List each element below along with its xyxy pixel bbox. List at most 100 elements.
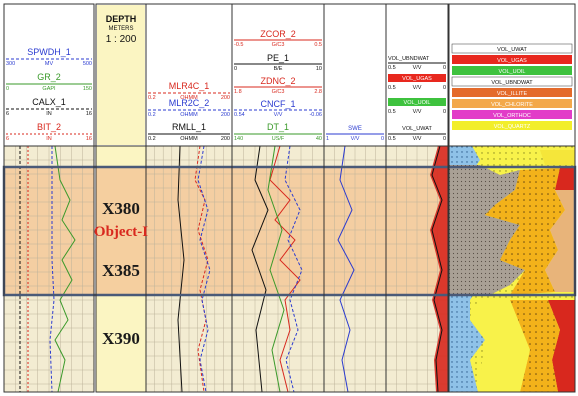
svg-text:VOL_UWAT: VOL_UWAT [497, 47, 527, 53]
mlr2c-curve [197, 145, 211, 393]
mlr4c-curve [194, 145, 209, 393]
zone-highlight [4, 167, 448, 295]
rmll-curve [177, 145, 185, 393]
svg-text:V/V: V/V [413, 85, 422, 91]
svg-text:0: 0 [443, 85, 446, 91]
vol-ugas-label: VOL_UGAS [402, 76, 432, 82]
svg-text:OHMM: OHMM [180, 136, 198, 142]
track2-curves [177, 145, 211, 393]
svg-text:V/V: V/V [274, 112, 283, 118]
track3-curves [251, 145, 303, 393]
track3-header: ZCOR_2 -0.5 G/C3 0.5 PE_1 0 B/E 10 ZDNC_… [234, 29, 322, 142]
mlr2c-label: MLR2C_2 [169, 98, 210, 108]
svg-text:150: 150 [83, 86, 92, 92]
depth-label-x380: X380 [102, 199, 140, 218]
svg-text:0.5: 0.5 [388, 109, 396, 115]
svg-text:0.2: 0.2 [148, 95, 156, 101]
swe-curve [337, 145, 355, 393]
svg-text:V/V: V/V [351, 136, 360, 142]
svg-text:0: 0 [443, 109, 446, 115]
svg-text:200: 200 [221, 95, 230, 101]
mlr4c-label: MLR4C_1 [169, 81, 210, 91]
lithology-fill [449, 146, 575, 392]
svg-text:500: 500 [83, 61, 92, 67]
swe-label: SWE [348, 126, 362, 132]
zdnc-label: ZDNC_2 [260, 76, 295, 86]
svg-text:300: 300 [6, 61, 15, 67]
depth-header-bg [97, 5, 145, 145]
svg-text:200: 200 [221, 112, 230, 118]
svg-text:0.2: 0.2 [148, 112, 156, 118]
svg-text:200: 200 [221, 136, 230, 142]
depth-title: DEPTH [106, 14, 137, 24]
svg-text:VOL_UBNDWAT: VOL_UBNDWAT [491, 80, 533, 86]
svg-text:OHMM: OHMM [180, 112, 198, 118]
calx-label: CALX_1 [32, 97, 66, 107]
gr-curve [54, 145, 76, 393]
svg-text:-0.06: -0.06 [309, 112, 322, 118]
svg-text:0.5: 0.5 [388, 65, 396, 71]
gr-label: GR_2 [37, 72, 61, 82]
track1-curves [19, 145, 76, 393]
track5-fill [430, 146, 448, 392]
dt-label: DT_1 [267, 122, 289, 132]
svg-text:0: 0 [6, 86, 9, 92]
svg-text:40: 40 [316, 136, 322, 142]
svg-text:16: 16 [86, 136, 92, 142]
track6-legend: VOL_UWAT VOL_UGAS VOL_UOIL VOL_UBNDWAT V… [451, 43, 573, 130]
svg-text:1: 1 [326, 136, 329, 142]
bit-label: BIT_2 [37, 122, 61, 132]
track5-curve [431, 145, 443, 393]
track-borders [3, 3, 576, 393]
pe-curve [251, 145, 269, 393]
svg-text:1.8: 1.8 [234, 89, 242, 95]
svg-text:V/V: V/V [413, 136, 422, 142]
depth-label-x385: X385 [102, 261, 140, 280]
svg-text:IN: IN [46, 136, 52, 142]
svg-text:VOL_QUARTZ: VOL_QUARTZ [494, 124, 531, 130]
spwdh-curve [49, 146, 55, 393]
vol-uwat-label: VOL_UWAT [402, 126, 432, 132]
svg-text:140: 140 [234, 136, 243, 142]
svg-text:VOL_CHLORITE: VOL_CHLORITE [491, 102, 533, 108]
svg-text:VOL_UOIL: VOL_UOIL [499, 69, 526, 75]
svg-text:-0.5: -0.5 [234, 42, 243, 48]
zcor-label: ZCOR_2 [260, 29, 296, 39]
rmll-label: RMLL_1 [172, 122, 206, 132]
svg-text:OHMM: OHMM [180, 95, 198, 101]
vol-uoil-label: VOL_UOIL [404, 100, 431, 106]
svg-text:0.5: 0.5 [388, 136, 396, 142]
svg-text:10: 10 [316, 66, 322, 72]
svg-text:16: 16 [86, 111, 92, 117]
svg-text:V/V: V/V [413, 109, 422, 115]
cncf-curve [284, 145, 303, 393]
svg-text:VOL_ORTHOC: VOL_ORTHOC [493, 113, 531, 119]
track4-curves [337, 145, 355, 393]
svg-text:0.5: 0.5 [388, 85, 396, 91]
depth-label-x390: X390 [102, 329, 140, 348]
svg-text:6: 6 [6, 111, 9, 117]
svg-text:MV: MV [45, 61, 54, 67]
dt-curve [267, 145, 285, 393]
svg-text:0: 0 [443, 65, 446, 71]
svg-text:VOL_ILLITE: VOL_ILLITE [497, 91, 528, 97]
svg-text:V/V: V/V [413, 65, 422, 71]
depth-unit: METERS [108, 26, 133, 32]
svg-text:6: 6 [6, 136, 9, 142]
cncf-label: CNCF_1 [260, 99, 295, 109]
svg-text:US/F: US/F [272, 136, 285, 142]
track2-header: MLR4C_1 0.2 OHMM 200 MLR2C_2 0.2 OHMM 20… [148, 81, 230, 142]
spwdh-label: SPWDH_1 [27, 47, 71, 57]
svg-text:IN: IN [46, 111, 52, 117]
track4-header: SWE 1 V/V 0 [326, 126, 384, 142]
svg-text:B/E: B/E [274, 66, 283, 72]
zdnc-curve [269, 145, 301, 393]
svg-text:0.5: 0.5 [314, 42, 322, 48]
svg-text:0.2: 0.2 [148, 136, 156, 142]
svg-text:0: 0 [443, 136, 446, 142]
svg-text:0: 0 [234, 66, 237, 72]
vol-ubndwat-label: VOL_UBNDWAT [388, 56, 430, 62]
svg-text:2.8: 2.8 [314, 89, 322, 95]
object-label: Object-I [94, 224, 148, 240]
